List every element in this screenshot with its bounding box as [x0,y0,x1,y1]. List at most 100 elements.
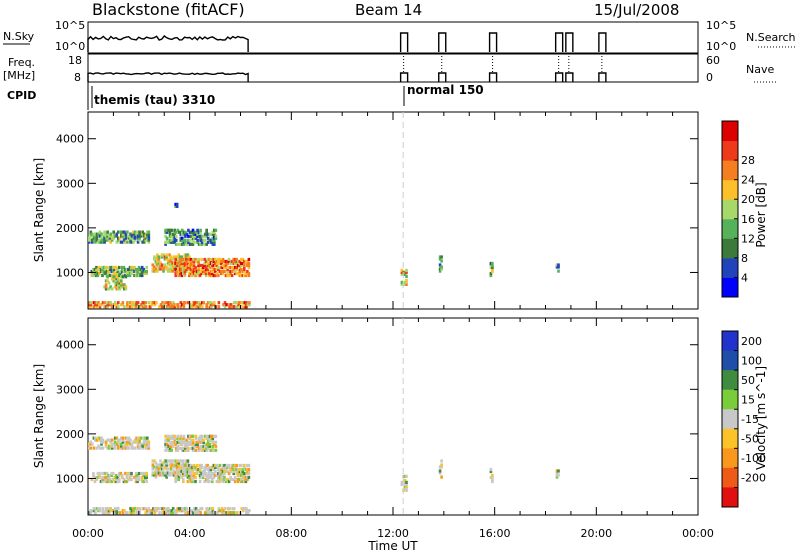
power-cell [185,242,189,246]
power-cell [114,265,118,270]
power-cell [489,265,493,270]
velocity-cell [438,469,442,473]
power-cell [174,271,177,276]
power-cell [191,230,195,234]
power-cell [197,267,200,272]
power-cell [232,305,236,309]
velocity-cell [220,467,223,472]
velocity-cell [200,471,203,476]
power-cell [232,257,235,262]
power-cell [170,238,173,242]
velocity-cell [235,469,238,474]
velocity-cell [181,509,184,513]
velocity-cell [108,479,112,484]
velocity-cell [181,446,184,450]
power-cell [211,263,214,268]
power-cell [211,269,214,274]
velocity-cell [246,475,249,480]
beam-title: Beam 14 [355,1,422,19]
velocity-cell [175,471,179,475]
velocity-cell [166,471,170,475]
power-cell [213,303,216,307]
velocity-cell [226,465,229,470]
power-cell [228,305,231,309]
power-cell [218,257,222,262]
velocity-cell [147,440,151,444]
power-cell [191,234,195,238]
velocity-cell [206,463,209,468]
power-cell [209,265,213,270]
power-cell [203,269,206,274]
velocity-cell [117,446,120,450]
velocity-cell [209,473,213,478]
power-cell [89,301,93,305]
velocity-cell [206,467,209,472]
nsky-burst [399,32,409,52]
power-cell [212,263,216,268]
velocity-cell [210,434,213,438]
power-cell [246,271,249,276]
power-cell [164,228,167,232]
power-cell [191,236,195,240]
power-cell [133,230,137,234]
power-cell [165,257,168,261]
velocity-cell [197,509,201,513]
power-cell [191,271,194,276]
velocity-cell [216,511,219,515]
power-cell [440,259,443,263]
power-cell [191,305,195,309]
velocity-cell [182,461,185,465]
power-cell [174,273,177,278]
power-cell [191,228,195,232]
power-cell [163,257,167,261]
velocity-cell [118,442,122,446]
velocity-cell [159,463,162,467]
power-cell [120,240,123,244]
power-cell [196,305,199,309]
power-cell [239,301,242,305]
velocity-cell [205,511,208,515]
velocity-cell [164,442,167,446]
velocity-cell [169,463,173,467]
power-cell [131,265,135,270]
velocity-cell [179,440,183,444]
velocity-cell [92,446,96,450]
power-cell [174,230,178,234]
power-cell [184,230,187,234]
velocity-colorbar-swatch [722,467,738,488]
power-cell [238,267,242,272]
velocity-cell [117,444,120,448]
power-cell [155,301,158,305]
power-cell [192,257,196,262]
power-cell [139,273,142,278]
velocity-cell [198,475,202,480]
power-cell [194,257,197,262]
velocity-cell [160,463,164,467]
velocity-cell [174,463,177,467]
power-cell [165,228,169,232]
power-cell [178,242,181,246]
power-colorbar-tick-label: 16 [741,213,755,226]
power-cell [206,263,209,268]
power-cell [174,255,177,259]
velocity-cell [181,440,184,444]
velocity-cell [139,436,143,440]
velocity-cell [185,442,189,446]
power-cell [189,267,193,272]
velocity-cell [205,448,208,452]
power-cell [200,234,204,238]
velocity-cell [233,475,237,480]
velocity-cell [117,507,120,511]
power-cell [179,267,182,272]
power-cell [181,238,184,242]
velocity-cell [212,467,216,472]
power-colorbar-tick-label: 4 [741,271,748,284]
power-cell [171,269,174,273]
power-cell [214,263,217,268]
velocity-cell [403,486,407,490]
velocity-cell [116,475,120,480]
velocity-cell [113,446,117,450]
velocity-cell [173,440,176,444]
power-cell [100,303,103,307]
